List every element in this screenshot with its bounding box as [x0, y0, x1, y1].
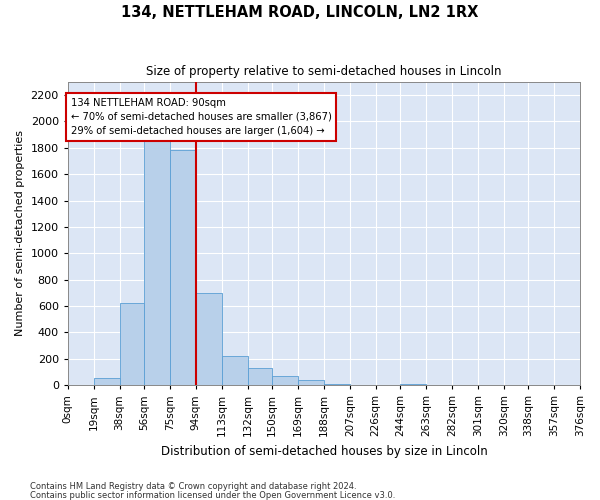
Text: Contains HM Land Registry data © Crown copyright and database right 2024.: Contains HM Land Registry data © Crown c… — [30, 482, 356, 491]
Bar — [324, 384, 350, 385]
Bar — [144, 138, 170, 385]
Bar — [119, 304, 144, 385]
Bar — [248, 368, 272, 385]
Bar — [272, 376, 298, 385]
Text: 134 NETTLEHAM ROAD: 90sqm
← 70% of semi-detached houses are smaller (3,867)
29% : 134 NETTLEHAM ROAD: 90sqm ← 70% of semi-… — [71, 98, 331, 136]
Bar — [298, 380, 324, 385]
Bar — [196, 293, 222, 385]
Y-axis label: Number of semi-detached properties: Number of semi-detached properties — [15, 130, 25, 336]
Title: Size of property relative to semi-detached houses in Lincoln: Size of property relative to semi-detach… — [146, 65, 502, 78]
Bar — [94, 378, 119, 385]
Bar — [400, 384, 426, 385]
Text: Contains public sector information licensed under the Open Government Licence v3: Contains public sector information licen… — [30, 490, 395, 500]
Bar — [170, 150, 196, 385]
Bar — [222, 356, 248, 385]
Text: 134, NETTLEHAM ROAD, LINCOLN, LN2 1RX: 134, NETTLEHAM ROAD, LINCOLN, LN2 1RX — [121, 5, 479, 20]
X-axis label: Distribution of semi-detached houses by size in Lincoln: Distribution of semi-detached houses by … — [161, 444, 487, 458]
